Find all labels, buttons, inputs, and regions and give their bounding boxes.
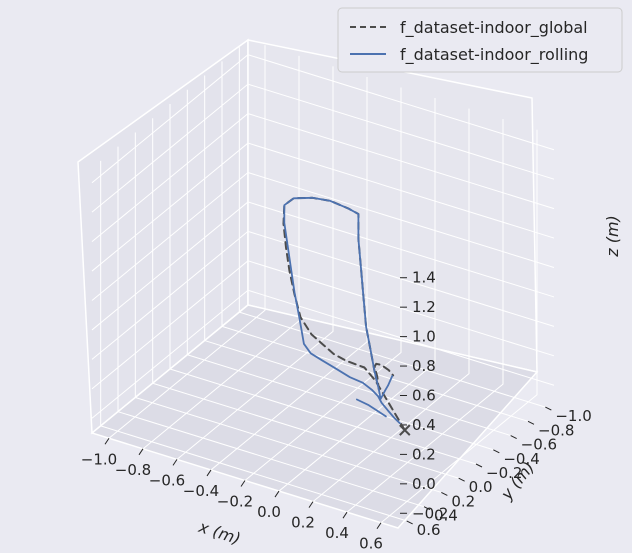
y-grid-line	[186, 89, 494, 451]
y-tick-mark	[423, 506, 431, 511]
y-tick-label: 0.6	[417, 521, 441, 539]
z-grid-line	[91, 113, 555, 242]
y-tick-label: −1.0	[555, 407, 591, 425]
z-grid-line	[91, 230, 555, 360]
x-tick-label: −1.0	[81, 450, 117, 468]
x-tick-mark	[172, 459, 178, 466]
x-grid-line	[346, 119, 504, 513]
z-grid-line	[91, 54, 555, 184]
y-grid-line	[204, 75, 511, 437]
series-layer	[282, 196, 411, 436]
y-grid-line	[134, 132, 442, 493]
y-grid-line	[117, 146, 425, 508]
y-tick-label: 0.2	[451, 492, 475, 510]
z-grid-line	[91, 83, 555, 213]
z-tick-label: 0.6	[412, 387, 436, 405]
z-tick-label: 1.4	[412, 269, 436, 287]
z-axis-label: z (m)	[603, 215, 622, 258]
y-tick-label: 0.0	[469, 478, 493, 496]
z-grid-line	[91, 171, 555, 301]
z-grid-line	[91, 201, 555, 331]
legend-label-rolling: f_dataset-indoor_rolling	[400, 45, 588, 65]
z-grid-line	[91, 289, 555, 419]
y-tick-mark	[527, 420, 535, 425]
y-tick-label: −0.8	[538, 421, 574, 439]
legend: f_dataset-indoor_global f_dataset-indoor…	[337, 7, 623, 73]
start-marker-stroke	[399, 424, 411, 436]
grid-lines	[91, 45, 555, 524]
x-tick-mark	[342, 511, 348, 519]
x-grid-line	[244, 87, 402, 481]
legend-label-global: f_dataset-indoor_global	[400, 18, 588, 38]
series-line-2	[283, 196, 401, 425]
x-tick-mark	[206, 469, 212, 477]
x-axis-label: x (m)	[196, 517, 243, 549]
y-tick-mark	[475, 463, 483, 468]
z-grid-line	[91, 142, 555, 272]
z-tick-label: 0.4	[412, 416, 436, 434]
y-tick-label: 0.4	[434, 507, 458, 525]
x-tick-mark	[240, 480, 246, 487]
x-grid-line	[108, 45, 266, 439]
x-tick-mark	[274, 490, 280, 498]
x-tick-label: 0.0	[257, 503, 281, 521]
z-tick-label: 1.2	[412, 298, 436, 316]
y-tick-mark	[406, 520, 413, 525]
y-tick-mark	[493, 449, 500, 454]
x-tick-label: −0.4	[183, 482, 219, 500]
z-grid-line	[91, 260, 555, 390]
y-tick-label: −0.2	[486, 464, 522, 482]
y-tick-mark	[545, 406, 552, 411]
legend-box	[337, 7, 623, 73]
z-tick-label: 1.0	[412, 328, 436, 346]
x-tick-label: −0.6	[149, 471, 185, 489]
y-grid-line	[238, 47, 546, 408]
y-grid-line	[221, 61, 529, 422]
series-line-3	[355, 398, 387, 418]
x-grid-line	[176, 66, 334, 460]
y-tick-label: −0.6	[521, 436, 557, 454]
z-tick-label: 0.8	[412, 357, 436, 375]
y-tick-label: −0.4	[503, 450, 539, 468]
x-tick-mark	[376, 522, 382, 529]
y-tick-mark	[510, 435, 517, 440]
x-grid-line	[278, 98, 436, 492]
axis-tick-labels: −1.0−0.8−0.6−0.4−0.20.00.20.40.6−1.0−0.8…	[81, 269, 592, 553]
x-tick-label: 0.2	[291, 514, 315, 532]
x-tick-mark	[308, 501, 314, 508]
x-tick-mark	[104, 438, 110, 445]
y-tick-mark	[458, 477, 465, 482]
z-tick-label: −0.2	[412, 504, 448, 522]
x-tick-label: 0.4	[325, 524, 349, 542]
z-tick-label: 0.0	[412, 475, 436, 493]
y-grid-line	[152, 118, 459, 479]
y-grid-line	[169, 104, 477, 465]
x-tick-label: 0.6	[359, 535, 383, 553]
y-tick-mark	[441, 491, 448, 496]
start-marker	[399, 424, 411, 436]
x-grid-line	[210, 76, 368, 471]
x-grid-line	[312, 108, 470, 502]
x-tick-mark	[138, 448, 144, 456]
x-grid-line	[380, 129, 538, 524]
z-tick-label: 0.2	[412, 445, 436, 463]
x-tick-label: −0.8	[115, 461, 151, 479]
y-grid-line	[100, 160, 407, 522]
x-tick-label: −0.2	[217, 493, 253, 511]
